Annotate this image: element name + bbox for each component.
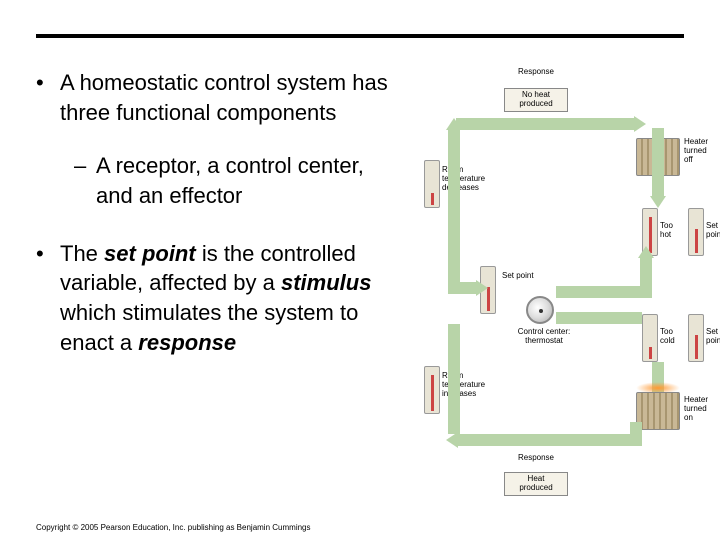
- arrow-into-center-top: [448, 218, 460, 288]
- bullet-main-1: A homeostatic control system has three f…: [36, 68, 406, 127]
- arrow-center-to-cold: [556, 312, 636, 324]
- label-setpoint-r1: Setpoint: [706, 222, 720, 240]
- arrow-into-center-top-head: [476, 280, 488, 296]
- label-heater-off: Heaterturnedoff: [684, 138, 720, 164]
- label-no-heat: No heatproduced: [504, 88, 568, 112]
- label-heat-produced: Heatproduced: [504, 472, 568, 496]
- label-response-bot: Response: [506, 454, 566, 463]
- bullet-main-2: The set point is the controlled variable…: [36, 239, 406, 358]
- arrow-bottom-head: [446, 432, 458, 448]
- arrow-center-to-hot: [556, 286, 646, 298]
- arrow-left-upper: [448, 128, 460, 218]
- divider-rule: [36, 34, 684, 38]
- label-too-hot: Toohot: [660, 222, 684, 240]
- arrow-right-upper-head: [650, 196, 666, 208]
- arrow-into-center-top2: [448, 282, 478, 294]
- label-heater-on: Heaterturnedon: [684, 396, 720, 422]
- radiator-on-icon: [636, 392, 680, 430]
- label-setpoint-r2: Setpoint: [706, 328, 720, 346]
- bullet-sub-1: A receptor, a control center, and an eff…: [36, 151, 406, 210]
- label-response-top: Response: [506, 68, 566, 77]
- arrow-center-to-hot2: [640, 256, 652, 298]
- arrow-left-lower: [448, 324, 460, 434]
- arrow-bottom: [456, 434, 636, 446]
- arrow-top: [456, 118, 636, 130]
- text-column: A homeostatic control system has three f…: [36, 68, 406, 382]
- label-too-cold: Toocold: [660, 328, 684, 346]
- thermometer-high-icon: [424, 366, 440, 414]
- thermometer-setpoint2-icon: [688, 314, 704, 362]
- homeostasis-diagram: Response No heatproduced Heaterturnedoff…: [406, 60, 720, 500]
- thermostat-icon: [526, 296, 554, 324]
- thermometer-setpoint1-icon: [688, 208, 704, 256]
- arrow-center-to-hot-head: [638, 246, 654, 258]
- arrow-bottom-right-join: [630, 422, 642, 446]
- label-setpoint-mid: Set point: [502, 272, 552, 281]
- thermometer-cold-icon: [642, 314, 658, 362]
- label-control-center: Control center:thermostat: [504, 328, 584, 346]
- arrow-top-head: [634, 116, 646, 132]
- arrow-right-upper: [652, 128, 664, 198]
- thermometer-low-icon: [424, 160, 440, 208]
- arrow-left-upper-head: [446, 118, 462, 130]
- copyright-text: Copyright © 2005 Pearson Education, Inc.…: [36, 523, 311, 532]
- arrow-center-to-cold2: [630, 312, 642, 324]
